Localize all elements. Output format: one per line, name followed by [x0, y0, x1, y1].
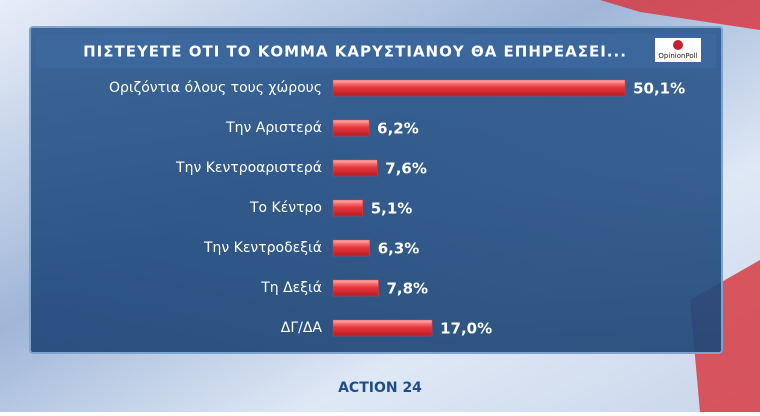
logo-icon	[673, 40, 683, 50]
bar	[332, 279, 379, 297]
value-label: 17,0%	[440, 320, 492, 338]
bar	[332, 319, 433, 337]
category-label: Την Κεντροδεξιά	[203, 240, 322, 256]
category-label: Την Αριστερά	[225, 120, 322, 136]
value-label: 7,8%	[386, 280, 428, 298]
bar	[332, 199, 363, 217]
value-label: 7,6%	[385, 160, 427, 178]
bar	[332, 239, 370, 257]
value-label: 50,1%	[633, 80, 685, 98]
category-label: Τη Δεξιά	[260, 280, 322, 296]
category-label: Την Κεντροαριστερά	[175, 160, 322, 176]
plot: Οριζόντια όλους τους χώρους 50,1% Την Αρισ…	[109, 80, 685, 338]
value-label: 6,2%	[377, 120, 419, 138]
title-bar	[36, 34, 716, 68]
value-label: 6,3%	[378, 240, 420, 258]
bar	[332, 79, 626, 97]
bar	[332, 159, 378, 177]
category-label: ΔΓ/ΔΑ	[281, 320, 323, 336]
logo: OpinionPoll	[658, 52, 697, 60]
bar	[332, 119, 370, 137]
category-label: Οριζόντια όλους τους χώρους	[109, 80, 322, 96]
category-label: Το Κέντρο	[249, 200, 322, 216]
decor	[600, 0, 760, 30]
channel-logo: ACTION 24	[338, 380, 422, 396]
chart-title: ΠΙΣΤΕΥΕΤΕ ΟΤΙ ΤΟ ΚΟΜΜΑ ΚΑΡΥΣΤΙΑΝΟΥ ΘΑ ΕΠ…	[83, 43, 627, 61]
value-label: 5,1%	[371, 200, 413, 218]
panel	[29, 26, 723, 354]
